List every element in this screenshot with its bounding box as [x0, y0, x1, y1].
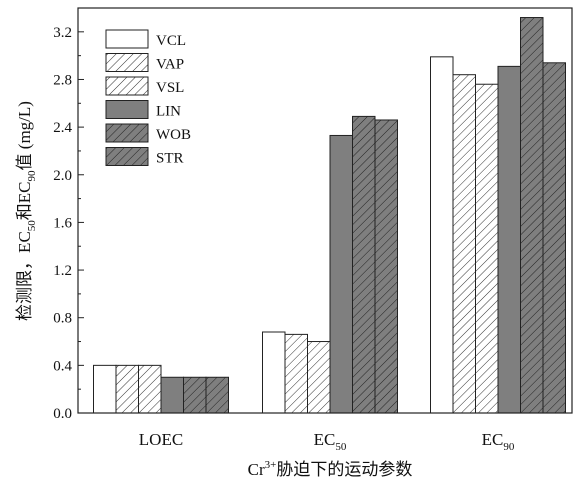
bar-vsl-2 — [307, 341, 331, 414]
legend-label-lin: LIN — [156, 104, 181, 120]
y-tick-label: 1.6 — [53, 215, 72, 231]
plot-frame — [77, 7, 573, 414]
legend-swatch-vsl — [105, 76, 149, 96]
legend: VCL VAP VSL LIN WOB STR — [105, 29, 191, 167]
legend-swatch-vcl — [105, 29, 149, 49]
y-axis-title: 检测限，EC50和EC90值 (mg/L) — [15, 101, 38, 321]
y-tick-label: 0.0 — [53, 406, 72, 422]
bar-vsl-3 — [475, 83, 499, 414]
axes-layer — [77, 7, 573, 414]
legend-label-vap: VAP — [156, 57, 184, 73]
bar-wob-2 — [352, 115, 376, 414]
bar-vap-1 — [115, 364, 139, 414]
legend-swatch-str — [105, 147, 149, 166]
y-tick-label: 2.4 — [53, 120, 72, 136]
bar-vsl-1 — [138, 364, 162, 414]
bar-vcl-2 — [262, 331, 286, 414]
legend-swatch-lin — [105, 100, 149, 119]
y-tick-label: 1.2 — [53, 263, 72, 279]
legend-swatch-vap — [105, 53, 149, 72]
bar-wob-3 — [520, 17, 544, 414]
bar-wob-1 — [183, 376, 207, 414]
bar-lin-1 — [160, 376, 184, 414]
legend-label-vcl: VCL — [156, 33, 186, 49]
bar-str-2 — [374, 119, 398, 414]
legend-label-wob: WOB — [156, 127, 191, 143]
bar-str-1 — [205, 376, 229, 414]
legend-label-vsl: VSL — [156, 80, 184, 96]
bar-vap-3 — [452, 74, 476, 414]
bar-str-3 — [542, 62, 566, 414]
legend-swatch-wob — [105, 123, 149, 143]
x-tick-label: LOEC — [139, 430, 183, 449]
legend-label-str: STR — [156, 151, 184, 167]
y-tick-label: 2.0 — [53, 168, 72, 184]
y-tick-label: 3.2 — [53, 25, 72, 41]
bars-layer — [93, 17, 566, 414]
y-tick-label: 0.4 — [53, 358, 72, 374]
y-tick-label: 0.8 — [53, 311, 72, 327]
bar-lin-2 — [329, 134, 353, 414]
x-axis-title: Cr3+胁迫下的运动参数 — [248, 459, 413, 479]
x-tick-label: EC50 — [314, 430, 347, 453]
bar-lin-3 — [497, 65, 521, 414]
x-tick-label: EC90 — [482, 430, 515, 453]
bar-vap-2 — [284, 333, 308, 414]
bar-vcl-3 — [430, 56, 454, 414]
bar-vcl-1 — [93, 364, 117, 414]
y-tick-label: 2.8 — [53, 72, 72, 88]
labels-layer: 0.0 0.4 0.8 1.2 1.6 2.0 2.4 2.8 3.2 LOEC EC50 EC90 C… — [15, 25, 515, 479]
